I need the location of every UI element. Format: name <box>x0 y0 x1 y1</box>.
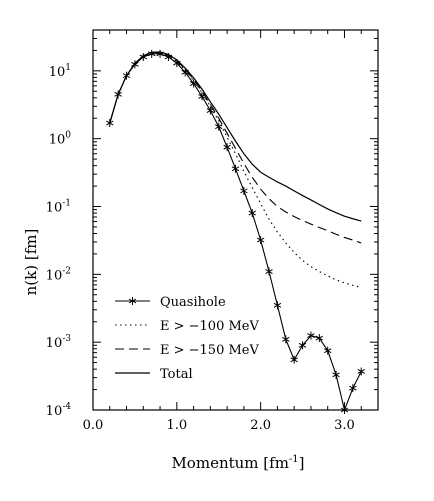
legend-star-marker <box>128 297 137 305</box>
quasihole-point-marker <box>265 267 273 276</box>
y-tick-exponent: 1 <box>65 63 71 73</box>
y-tick-label: 101 <box>49 63 71 80</box>
x-tick-label: 2.0 <box>250 418 271 433</box>
legend-label: Total <box>160 367 193 382</box>
quasihole-point-marker <box>340 406 349 414</box>
quasihole-point-marker <box>223 143 231 152</box>
y-tick-label: 10-3 <box>46 334 72 351</box>
quasihole-point-marker <box>298 341 307 350</box>
quasihole-point-marker <box>248 209 256 218</box>
plot-border <box>92 29 379 411</box>
y-tick-exponent: -4 <box>62 402 71 412</box>
y-tick-exponent: -1 <box>62 199 71 209</box>
quasihole-point-marker <box>215 122 223 131</box>
quasihole-point-marker <box>315 334 324 343</box>
quasihole-point-marker <box>273 301 282 310</box>
quasihole-point-marker <box>332 370 340 379</box>
y-tick-exponent: -2 <box>62 266 71 276</box>
quasihole-point-marker <box>256 236 265 245</box>
y-tick-base: 10 <box>46 404 63 419</box>
legend-label: E > −100 MeV <box>160 319 259 334</box>
plot-frame <box>92 29 379 411</box>
y-tick-label: 10-4 <box>46 402 72 419</box>
quasihole-point-marker <box>323 346 332 355</box>
x-axis-title-sup: -1 <box>289 454 299 465</box>
series-line-total <box>109 51 362 222</box>
series-lines <box>106 49 365 414</box>
quasihole-point-marker <box>240 186 248 195</box>
y-tick-base: 10 <box>46 336 63 351</box>
y-tick-label: 10-1 <box>46 199 71 216</box>
x-tick-label: 3.0 <box>334 418 355 433</box>
legend-label: Quasihole <box>160 295 226 310</box>
y-tick-exponent: 0 <box>65 131 71 141</box>
x-axis-title-close: ] <box>299 454 305 472</box>
quasihole-point-marker <box>357 367 365 376</box>
quasihole-point-marker <box>307 331 315 340</box>
y-tick-base: 10 <box>46 201 63 216</box>
x-axis-title-main: Momentum [fm <box>171 454 288 472</box>
x-tick-label: 0.0 <box>83 418 104 433</box>
legend-label: E > −150 MeV <box>160 343 259 358</box>
quasihole-point-marker <box>349 384 357 393</box>
y-tick-exponent: -3 <box>62 334 71 344</box>
x-axis-title: Momentum [fm-1] <box>171 454 304 472</box>
quasihole-point-marker <box>282 335 290 344</box>
y-tick-label: 100 <box>49 131 72 148</box>
y-axis-title: n(k) [fm] <box>22 229 40 296</box>
series-line-e-150-mev <box>109 51 362 244</box>
quasihole-point-marker <box>231 164 240 173</box>
x-tick-label: 1.0 <box>166 418 187 433</box>
legend: Quasihole E > −100 MeV E > −150 MeV Total <box>115 295 259 382</box>
quasihole-point-marker <box>290 355 298 364</box>
y-tick-base: 10 <box>49 65 66 80</box>
y-tick-label: 10-2 <box>46 266 71 283</box>
y-tick-base: 10 <box>49 133 66 148</box>
y-tick-base: 10 <box>46 268 63 283</box>
